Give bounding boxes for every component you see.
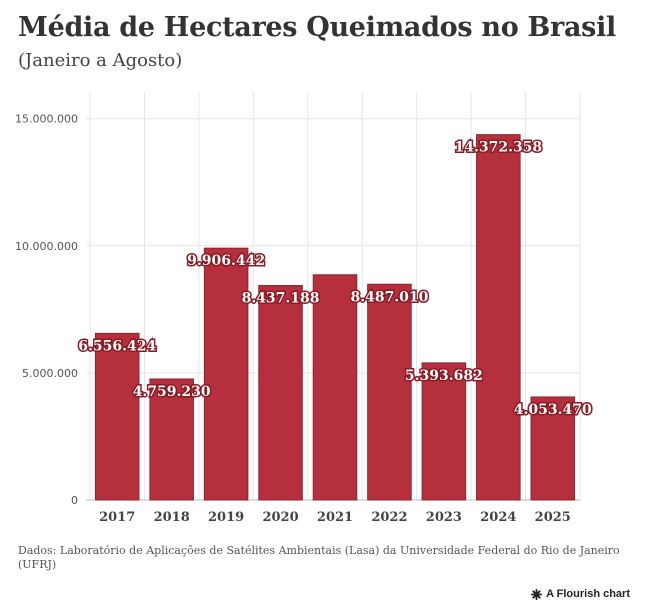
- data-label: 4.759.230: [133, 384, 211, 400]
- bar-2020: [258, 285, 303, 501]
- bar-2023: [421, 362, 467, 501]
- y-tick-label: 0: [71, 494, 78, 507]
- flourish-credit[interactable]: A Flourish chart: [531, 588, 630, 600]
- bar-2017: [94, 332, 140, 501]
- x-tick-label: 2020: [262, 510, 298, 525]
- x-tick-label: 2022: [371, 510, 407, 525]
- source-note: Dados: Laboratório de Aplicações de Saté…: [18, 544, 620, 571]
- data-label: 8.487.010: [350, 289, 428, 305]
- bar-2025: [530, 396, 576, 501]
- data-label: 5.393.682: [405, 368, 483, 384]
- x-tick-label: 2025: [535, 510, 571, 525]
- bar-2022: [367, 283, 412, 501]
- bar-2019: [203, 247, 249, 501]
- bar-2021: [312, 274, 358, 501]
- x-tick-label: 2023: [426, 510, 462, 525]
- y-tick-label: 15.000.000: [15, 113, 78, 126]
- bar-2018: [149, 378, 194, 501]
- data-label: 14.372.358: [454, 140, 542, 156]
- chart-title: Média de Hectares Queimados no Brasil: [18, 12, 616, 43]
- credit-label: A Flourish chart: [546, 588, 630, 600]
- data-label: 9.906.442: [187, 253, 265, 269]
- x-tick-label: 2021: [317, 510, 353, 525]
- bar-chart: 0 5.000.000 10.000.000 15.000.000 2017 2018 20…: [15, 92, 594, 525]
- data-label: 4.053.470: [514, 402, 592, 418]
- y-tick-label: 10.000.000: [15, 240, 78, 253]
- bar-2024: [476, 134, 521, 501]
- y-tick-label: 5.000.000: [22, 367, 78, 380]
- flourish-logo-icon: [531, 588, 543, 600]
- x-tick-label: 2017: [99, 510, 135, 525]
- x-tick-label: 2018: [154, 510, 190, 525]
- chart-subtitle: (Janeiro a Agosto): [18, 50, 183, 71]
- x-tick-label: 2019: [208, 510, 244, 525]
- x-tick-label: 2024: [480, 510, 516, 525]
- data-label: 8.437.188: [242, 291, 320, 307]
- data-label: 6.556.424: [78, 338, 156, 354]
